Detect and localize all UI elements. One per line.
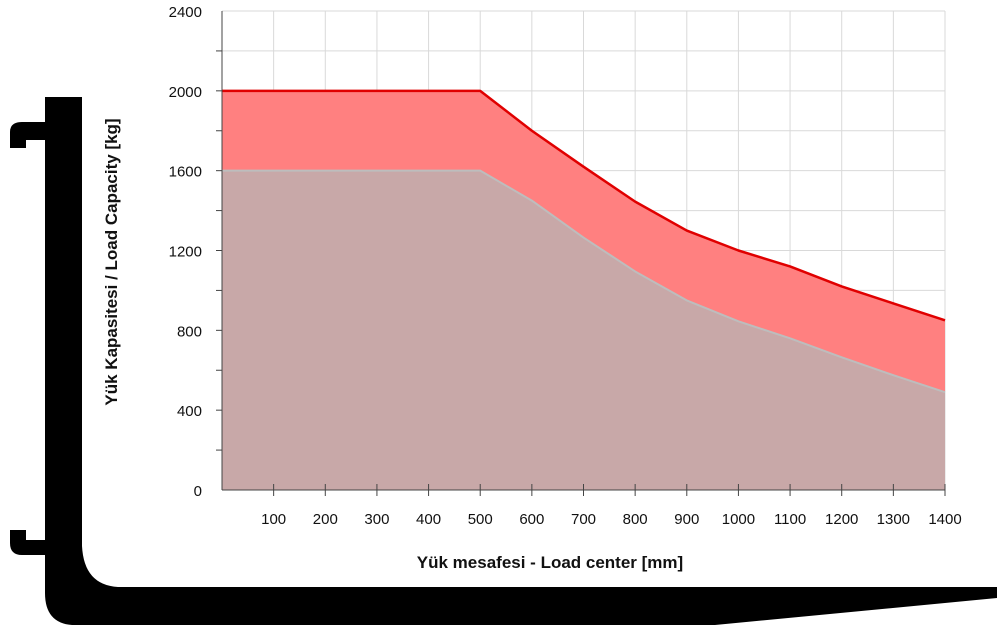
y-axis-title: Yük Kapasitesi / Load Capacity [kg]: [102, 118, 121, 405]
series-2-line: [222, 169, 946, 394]
x-tick-label: 1400: [928, 511, 961, 528]
x-tick-label: 500: [468, 511, 493, 528]
chart-areas: [222, 89, 946, 490]
series-1-line: [222, 89, 946, 322]
y-tick-label: 2000: [169, 84, 202, 101]
series-2-area: [222, 170, 945, 490]
y-tick-label: 2400: [169, 4, 202, 21]
x-tick-label: 1000: [722, 511, 755, 528]
x-tick-label: 300: [364, 511, 389, 528]
x-axis-title: Yük mesafesi - Load center [mm]: [417, 553, 683, 572]
y-tick-label: 800: [177, 323, 202, 340]
x-tick-label: 1300: [877, 511, 910, 528]
y-tick-label: 400: [177, 403, 202, 420]
x-tick-label: 200: [313, 511, 338, 528]
x-tick-label: 400: [416, 511, 441, 528]
x-tick-label: 900: [674, 511, 699, 528]
x-tick-label: 1200: [825, 511, 858, 528]
y-tick-label: 0: [194, 483, 202, 500]
x-tick-label: 600: [519, 511, 544, 528]
x-tick-label: 700: [571, 511, 596, 528]
y-tick-label: 1200: [169, 244, 202, 261]
y-axis-ticks: 0 400 800 1200 1600 2000 2400: [169, 4, 222, 500]
y-tick-label: 1600: [169, 164, 202, 181]
x-tick-label: 1100: [774, 511, 806, 528]
x-axis-ticks: 100 200 300 400 500 600 700 800 900 1000 1100 1200 1…: [261, 484, 962, 528]
x-tick-label: 100: [261, 511, 286, 528]
x-tick-label: 800: [623, 511, 648, 528]
